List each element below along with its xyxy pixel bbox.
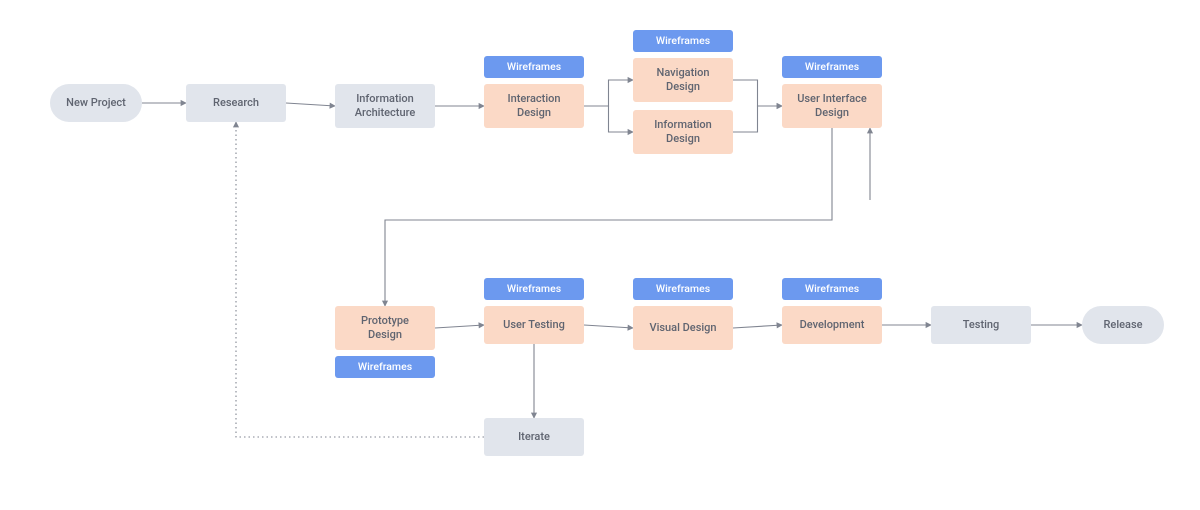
node-label: Information Architecture [343, 92, 427, 120]
tag-label: Wireframes [656, 34, 710, 47]
edge [584, 106, 633, 132]
node-new_project: New Project [50, 84, 142, 122]
node-research: Research [186, 84, 286, 122]
node-label: Release [1104, 318, 1143, 332]
node-label: Information Design [641, 118, 725, 146]
tag-development-top: Wireframes [782, 278, 882, 300]
edges-layer [0, 0, 1200, 510]
edge [584, 325, 633, 328]
node-interaction: Interaction Design [484, 84, 584, 128]
tag-label: Wireframes [358, 360, 412, 373]
edge [385, 128, 832, 306]
edge [584, 80, 633, 106]
tag-interaction-top: Wireframes [484, 56, 584, 78]
tag-nav_design-top: Wireframes [633, 30, 733, 52]
edge [236, 122, 484, 437]
edge [733, 106, 782, 132]
node-label: Development [800, 318, 865, 332]
node-label: Prototype Design [343, 314, 427, 342]
edge [733, 325, 782, 328]
node-user_testing: User Testing [484, 306, 584, 344]
node-release: Release [1082, 306, 1164, 344]
tag-label: Wireframes [805, 60, 859, 73]
node-info_design: Information Design [633, 110, 733, 154]
node-label: Visual Design [649, 321, 716, 335]
tag-label: Wireframes [507, 282, 561, 295]
node-ui_design: User Interface Design [782, 84, 882, 128]
node-label: Research [213, 96, 259, 110]
node-prototype: Prototype Design [335, 306, 435, 350]
tag-ui_design-top: Wireframes [782, 56, 882, 78]
node-label: Navigation Design [641, 66, 725, 94]
node-label: User Testing [503, 318, 565, 332]
edge [435, 325, 484, 328]
tag-prototype-bottom: Wireframes [335, 356, 435, 378]
flowchart-canvas: New Project Research Information Architect… [0, 0, 1200, 510]
tag-visual-top: Wireframes [633, 278, 733, 300]
node-nav_design: Navigation Design [633, 58, 733, 102]
node-testing: Testing [931, 306, 1031, 344]
node-label: User Interface Design [790, 92, 874, 120]
node-label: New Project [66, 96, 126, 110]
node-info_arch: Information Architecture [335, 84, 435, 128]
edge [286, 103, 335, 106]
node-label: Interaction Design [492, 92, 576, 120]
tag-label: Wireframes [805, 282, 859, 295]
tag-user_testing-top: Wireframes [484, 278, 584, 300]
node-label: Iterate [518, 430, 550, 444]
node-visual: Visual Design [633, 306, 733, 350]
node-iterate: Iterate [484, 418, 584, 456]
tag-label: Wireframes [656, 282, 710, 295]
node-development: Development [782, 306, 882, 344]
node-label: Testing [963, 318, 1000, 332]
edge [733, 80, 782, 106]
tag-label: Wireframes [507, 60, 561, 73]
